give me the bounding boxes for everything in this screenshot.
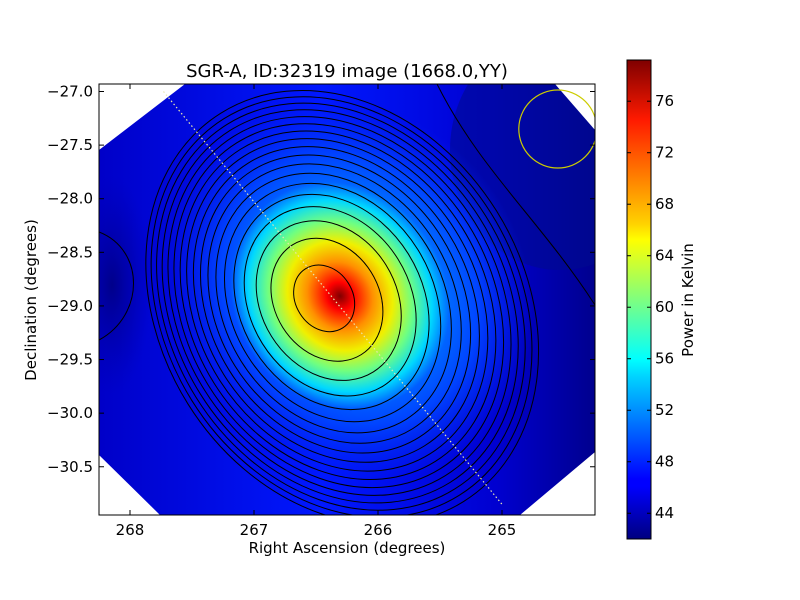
contour-line — [243, 206, 417, 397]
contour-line — [293, 264, 356, 333]
x-axis-label: Right Ascension (degrees) — [249, 539, 446, 557]
heatmap-image — [99, 84, 595, 515]
contour-line — [179, 130, 497, 480]
x-tick-label: 266 — [364, 521, 393, 539]
x-axis: 268 267 266 265 — [116, 84, 517, 539]
colorbar-tick-label: 44 — [655, 504, 674, 522]
colorbar-tick-label: 76 — [655, 92, 674, 110]
colorbar-ticks: 44 48 52 56 60 64 68 72 76 — [627, 92, 674, 522]
plot-frame — [98, 83, 596, 516]
y-tick-label: −30.0 — [47, 404, 93, 422]
colorbar-label: Power in Kelvin — [679, 243, 697, 357]
contour-line — [161, 109, 519, 504]
x-tick-label: 265 — [488, 521, 517, 539]
beam-circle — [518, 89, 595, 169]
contour-line — [156, 102, 526, 511]
contour-line — [233, 193, 430, 411]
chart-title: SGR-A, ID:32319 image (1668.0,YY) — [186, 61, 508, 82]
colorbar-tick-label: 72 — [655, 144, 674, 162]
y-tick-label: −28.0 — [47, 190, 93, 208]
y-tick-label: −27.5 — [47, 136, 93, 154]
colorbar-tick-label: 48 — [655, 453, 674, 471]
contour-line — [99, 231, 134, 341]
contour-line — [215, 172, 452, 434]
x-tick-label: 268 — [116, 521, 145, 539]
colorbar-tick-label: 60 — [655, 298, 674, 316]
contour-line — [145, 90, 540, 515]
y-tick-label: −30.5 — [47, 458, 93, 476]
contour-line — [255, 220, 402, 381]
dotted-track-line — [163, 91, 503, 505]
y-tick-label: −28.5 — [47, 243, 93, 261]
colorbar — [626, 59, 652, 540]
colorbar-tick-label: 64 — [655, 247, 674, 265]
contour-line — [436, 84, 595, 306]
contour-line — [199, 154, 472, 454]
contour-line — [270, 237, 384, 362]
y-tick-label: −29.0 — [47, 297, 93, 315]
colorbar-tick-label: 52 — [655, 401, 674, 419]
colorbar-tick-label: 56 — [655, 350, 674, 368]
y-axis: −27.0 −27.5 −28.0 −28.5 −29.0 −29.5 −30.0 −30.5 — [47, 83, 595, 476]
y-axis-label: Declination (degrees) — [22, 219, 40, 381]
contour-line — [207, 163, 462, 444]
contour-line — [173, 123, 505, 489]
contour-line — [186, 138, 489, 472]
colorbar-tick-label: 68 — [655, 195, 674, 213]
contour-line — [192, 146, 480, 463]
y-tick-label: −27.0 — [47, 83, 93, 101]
contour-line — [150, 96, 533, 515]
contour-line — [167, 116, 512, 496]
contour-line — [223, 182, 442, 423]
y-tick-label: −29.5 — [47, 351, 93, 369]
x-tick-label: 267 — [240, 521, 269, 539]
contour-lines — [99, 84, 595, 515]
